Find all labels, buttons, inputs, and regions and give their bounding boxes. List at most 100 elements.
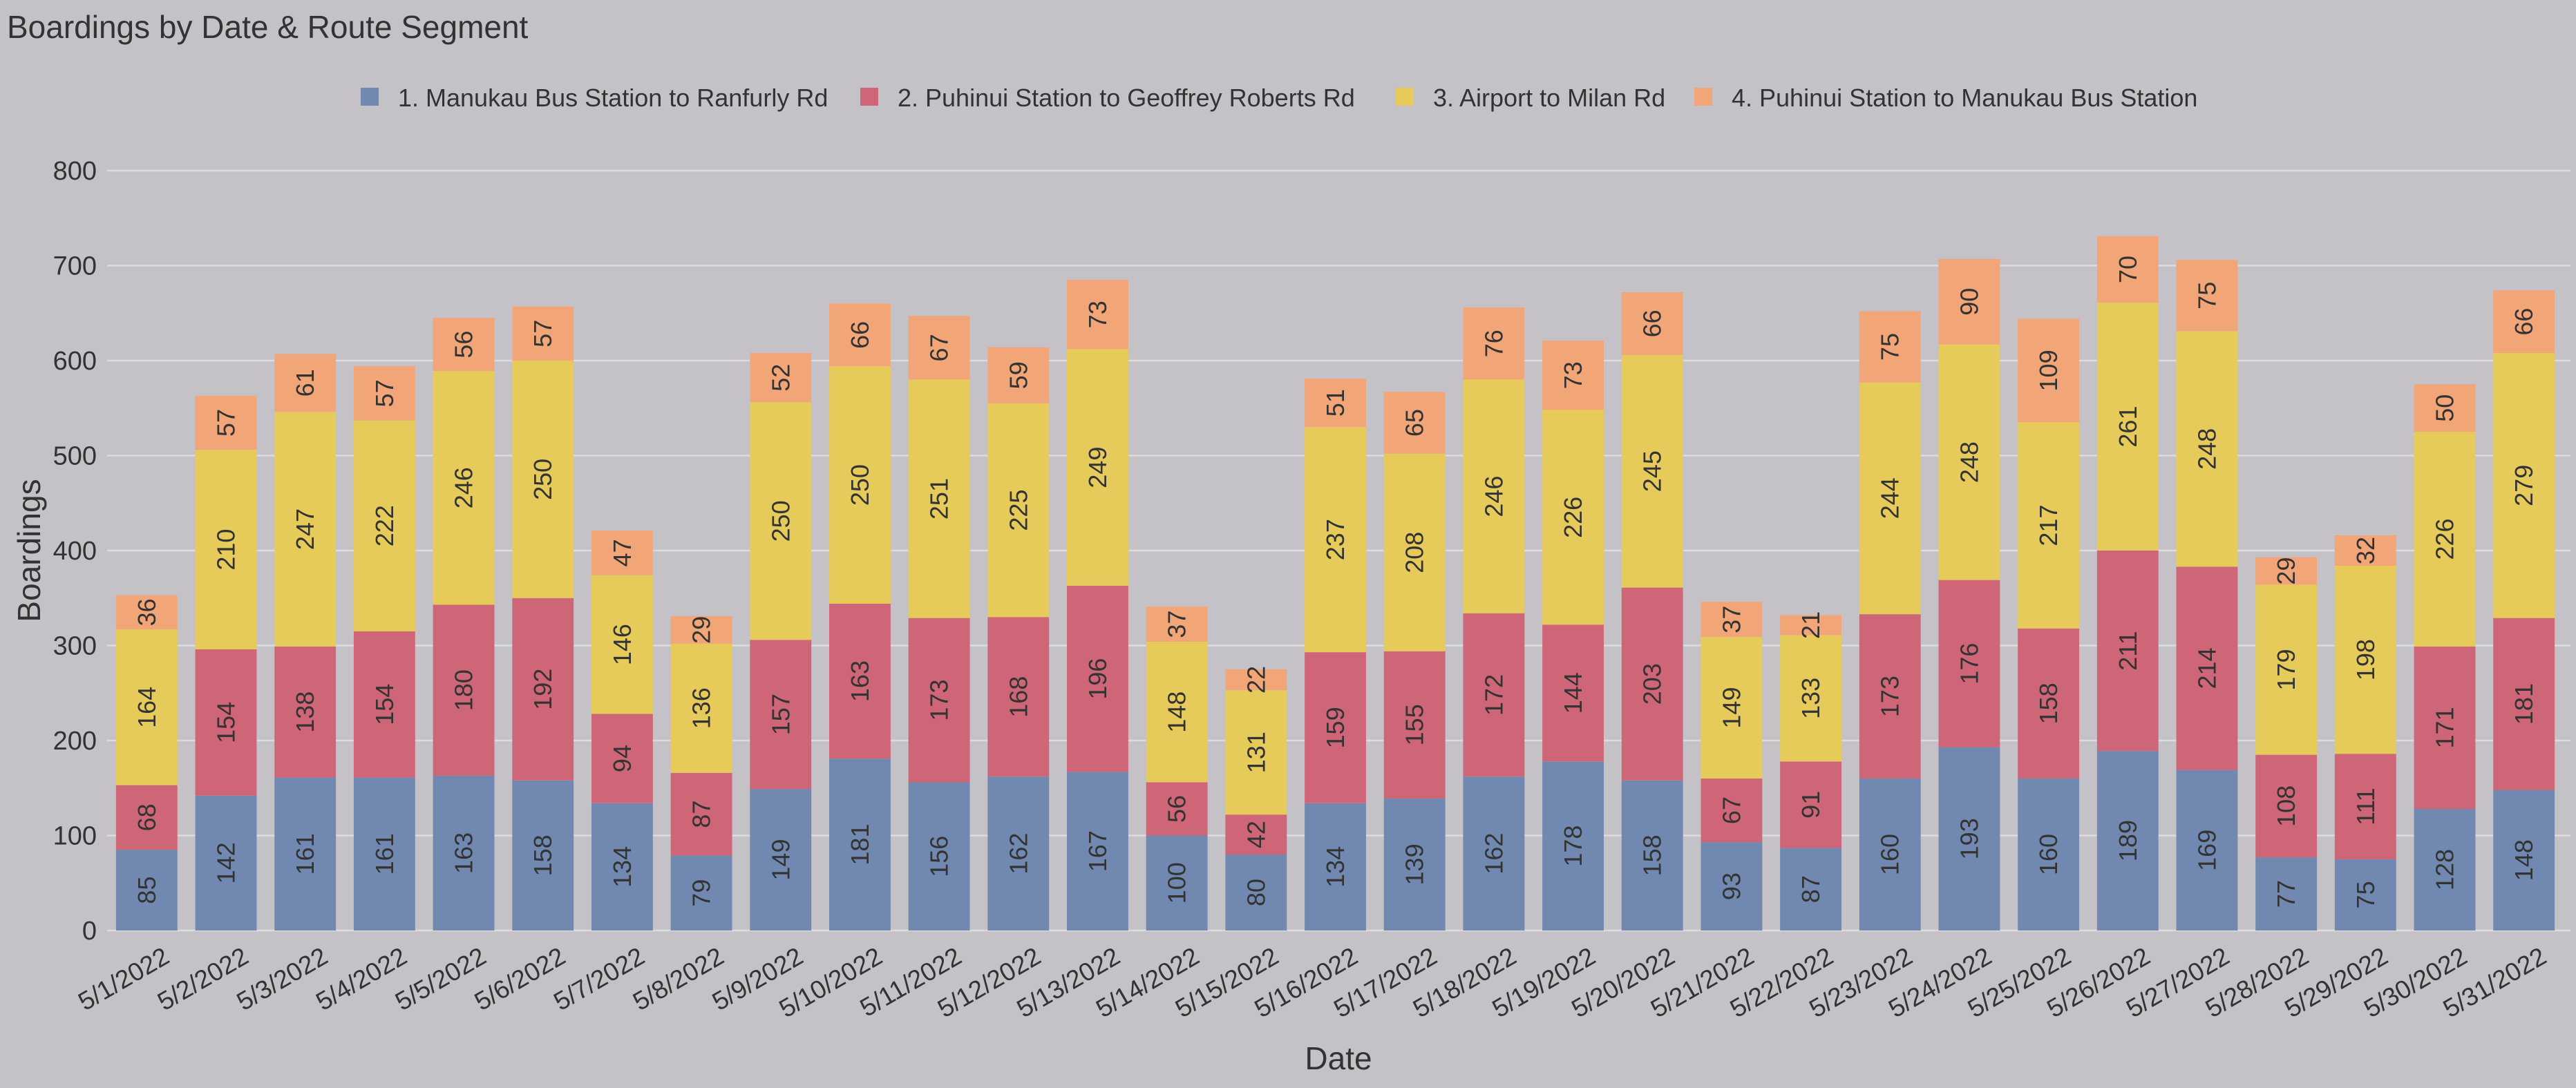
bar-segment <box>591 531 653 575</box>
bar-segment <box>433 318 495 372</box>
bar-segment <box>1938 258 2000 345</box>
bar-segment <box>1305 379 1366 428</box>
data-label: 149 <box>1717 687 1745 729</box>
legend-label: 1. Manukau Bus Station to Ranfurly Rd <box>398 84 828 112</box>
x-axis: 5/1/20225/2/20225/3/20225/4/20225/5/2022… <box>73 942 2551 1023</box>
bar-segment <box>2096 751 2159 930</box>
bar-segment <box>908 379 970 618</box>
bar-segment <box>195 450 257 649</box>
bar-segment <box>1701 602 1763 638</box>
bar-segment <box>2018 779 2080 930</box>
data-label: 22 <box>1242 666 1270 694</box>
data-label: 168 <box>1004 676 1032 718</box>
bar-segment <box>433 604 495 776</box>
bar-segment <box>2334 566 2396 754</box>
bar-segment <box>1938 344 2000 580</box>
bar-segment <box>1780 761 1842 848</box>
bar-segment <box>670 855 732 930</box>
bar-segment <box>591 714 653 803</box>
bar-segment <box>2414 432 2476 647</box>
data-label: 246 <box>450 467 478 508</box>
y-tick-label: 400 <box>53 537 97 566</box>
bar-segment <box>433 371 495 605</box>
data-label: 164 <box>133 687 161 728</box>
bar-segment <box>987 347 1050 403</box>
bar-segment <box>1383 392 1446 454</box>
data-label: 66 <box>846 321 874 349</box>
bar-segment <box>195 795 257 930</box>
bar-segment <box>2334 754 2396 859</box>
data-label: 87 <box>688 801 716 828</box>
data-label: 208 <box>1401 532 1429 573</box>
data-label: 172 <box>1479 674 1508 716</box>
data-label: 217 <box>2034 505 2063 546</box>
data-label: 158 <box>529 834 557 876</box>
data-label: 181 <box>846 824 874 866</box>
bar-segment <box>1305 427 1366 653</box>
data-label: 248 <box>2193 428 2221 470</box>
data-label: 73 <box>1083 300 1112 328</box>
bar-segment <box>1780 615 1842 636</box>
data-label: 244 <box>1876 477 1904 519</box>
data-label: 79 <box>688 879 716 907</box>
bar-segment <box>2255 584 2318 755</box>
bar-segment <box>512 598 574 781</box>
bar-segment <box>1067 772 1128 930</box>
data-label: 42 <box>1242 821 1270 848</box>
data-label: 245 <box>1638 450 1667 492</box>
data-label: 100 <box>1163 862 1191 904</box>
bar-segment <box>1463 776 1525 930</box>
bar-segment <box>1701 637 1763 779</box>
y-tick-label: 100 <box>53 822 97 851</box>
data-label: 139 <box>1401 843 1429 885</box>
bar-segment <box>987 617 1050 777</box>
bar-segment <box>2334 535 2396 566</box>
data-label: 148 <box>1163 691 1191 733</box>
data-label: 203 <box>1638 663 1667 705</box>
data-label: 176 <box>1955 643 1983 685</box>
bar-segment <box>591 803 653 930</box>
bar-segment <box>1621 292 1683 355</box>
data-label: 148 <box>2510 839 2538 881</box>
x-tick-label: 5/4/2022 <box>311 942 411 1016</box>
bar-segment <box>1859 311 1921 383</box>
data-label: 32 <box>2351 537 2380 564</box>
data-label: 171 <box>2430 707 2459 748</box>
data-label: 52 <box>766 364 795 392</box>
bar-segment <box>1463 307 1525 380</box>
data-label: 134 <box>608 846 636 888</box>
bar-segment <box>2493 790 2555 930</box>
bar-segment <box>908 782 970 930</box>
data-label: 160 <box>2034 834 2063 875</box>
bar-segment <box>274 646 337 778</box>
data-label: 73 <box>1559 361 1587 389</box>
data-label: 155 <box>1401 704 1429 745</box>
x-tick-label: 5/6/2022 <box>470 942 570 1016</box>
data-label: 56 <box>450 331 478 359</box>
x-tick-label: 5/8/2022 <box>628 942 728 1016</box>
bar-segment <box>1859 779 1921 930</box>
data-label: 247 <box>291 508 319 550</box>
bar-segment <box>908 316 970 380</box>
data-label: 210 <box>212 529 240 571</box>
data-label: 37 <box>1717 606 1745 633</box>
legend-swatch <box>860 88 878 106</box>
bar-segment <box>2018 422 2080 629</box>
data-label: 68 <box>133 803 161 831</box>
data-label: 94 <box>608 745 636 772</box>
bar-segment <box>1701 779 1763 843</box>
bar-segment <box>2255 754 2318 858</box>
data-label: 158 <box>1638 834 1667 876</box>
legend-swatch <box>361 88 379 106</box>
bar-segment <box>2176 566 2238 770</box>
bar-segment <box>1146 642 1208 783</box>
bar-segment <box>274 354 337 412</box>
bar-segment <box>1305 803 1366 930</box>
y-tick-label: 700 <box>53 252 97 281</box>
data-label: 181 <box>2510 683 2538 725</box>
bar-segment <box>750 640 812 790</box>
data-label: 179 <box>2272 649 2300 691</box>
data-label: 59 <box>1004 361 1032 389</box>
data-label: 249 <box>1083 447 1112 488</box>
data-label: 90 <box>1955 288 1983 316</box>
